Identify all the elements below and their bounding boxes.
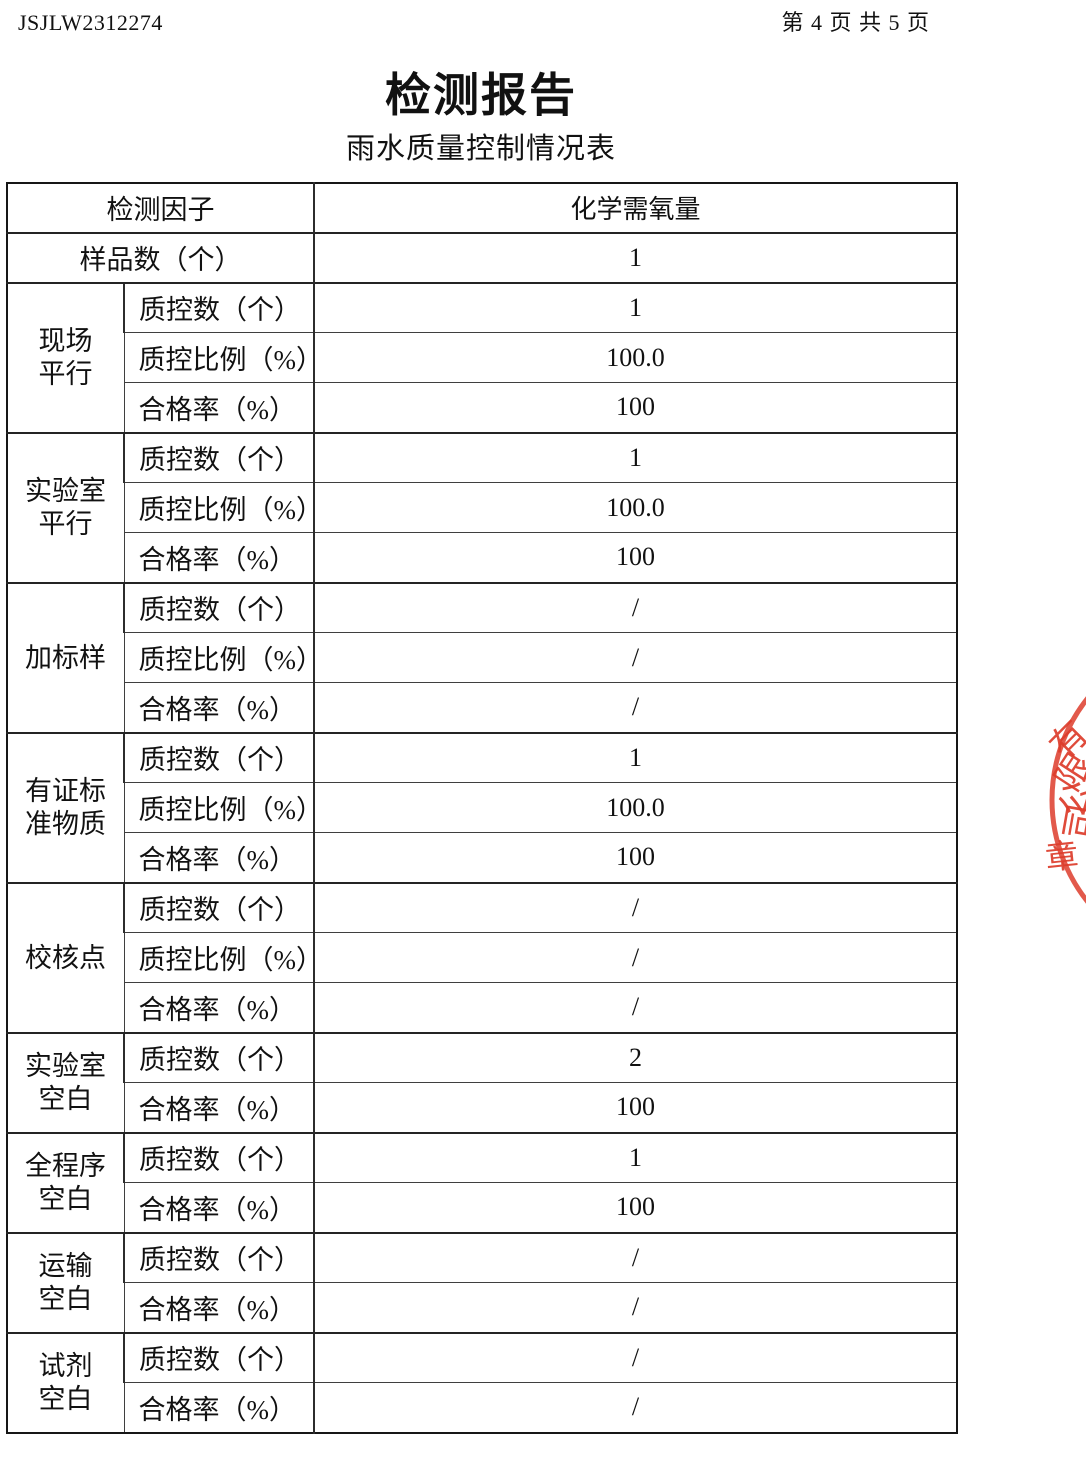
group-label-cell: 全程序 空白 xyxy=(6,1131,125,1234)
metric-value-cell: / xyxy=(313,982,958,1034)
metric-label-cell: 质控数（个） xyxy=(123,1131,315,1184)
table-row: 实验室 空白 质控数（个） 2 xyxy=(6,1031,958,1134)
metric-label-cell: 合格率（%） xyxy=(123,832,315,884)
table-row: 运输 空白 质控数（个） / xyxy=(6,1231,958,1334)
metric-label-cell: 质控数（个） xyxy=(123,731,315,784)
table-row: 合格率（%） 100 xyxy=(7,832,958,884)
metric-label-cell: 质控比例（%） xyxy=(123,482,315,534)
factor-label-cell: 检测因子 xyxy=(6,182,315,234)
metric-label-cell: 合格率（%） xyxy=(123,382,315,434)
metric-value-cell: / xyxy=(313,1331,958,1384)
group-label-cell: 有证标 准物质 xyxy=(6,731,125,884)
table-row-factor: 检测因子 化学需氧量 xyxy=(6,182,958,234)
metric-value-cell: / xyxy=(313,682,958,734)
metric-value-cell: / xyxy=(313,1282,958,1334)
metric-label-cell: 合格率（%） xyxy=(123,1282,315,1334)
table-caption: 雨水质量控制情况表 xyxy=(345,133,616,166)
metric-label-cell: 质控数（个） xyxy=(123,581,315,634)
metric-label-cell: 质控数（个） xyxy=(123,431,315,484)
doc-header: JSJLW2312274 第 4 页 共 5 页 xyxy=(0,0,1086,37)
factor-value-cell: 化学需氧量 xyxy=(313,182,958,234)
stamp-char: 司 xyxy=(1057,801,1086,843)
metric-label-cell: 质控数（个） xyxy=(123,1331,315,1384)
metric-value-cell: / xyxy=(313,881,958,934)
group-label-cell: 现场 平行 xyxy=(6,281,125,434)
metric-label-cell: 质控比例（%） xyxy=(123,782,315,834)
metric-value-cell: 1 xyxy=(313,731,958,784)
metric-value-cell: 100 xyxy=(313,382,958,434)
metric-label-cell: 合格率（%） xyxy=(123,1382,315,1434)
metric-label-cell: 质控比例（%） xyxy=(123,332,315,384)
group-label-cell: 试剂 空白 xyxy=(6,1331,125,1434)
report-number: JSJLW2312274 xyxy=(18,10,163,35)
metric-value-cell: 2 xyxy=(313,1031,958,1084)
metric-value-cell: 100 xyxy=(313,1082,958,1134)
metric-label-cell: 合格率（%） xyxy=(123,1082,315,1134)
sample-label-cell: 样品数（个） xyxy=(6,231,315,284)
metric-value-cell: / xyxy=(313,581,958,634)
metric-label-cell: 质控数（个） xyxy=(123,1031,315,1084)
group-label-cell: 实验室 空白 xyxy=(6,1031,125,1134)
metric-label-cell: 质控数（个） xyxy=(123,1231,315,1284)
metric-label-cell: 合格率（%） xyxy=(123,982,315,1034)
table-row: 合格率（%） 100 xyxy=(7,1182,958,1234)
table-row: 合格率（%） 100 xyxy=(7,382,958,434)
table-row: 质控比例（%） 100.0 xyxy=(7,482,958,534)
table-row: 合格率（%） / xyxy=(7,1382,958,1434)
table-row: 加标样 质控数（个） / xyxy=(6,581,958,734)
metric-value-cell: 100.0 xyxy=(313,332,958,384)
metric-value-cell: 1 xyxy=(313,431,958,484)
metric-value-cell: 1 xyxy=(313,281,958,334)
table-row: 有证标 准物质 质控数（个） 1 xyxy=(6,731,958,884)
sample-value-cell: 1 xyxy=(313,231,958,284)
metric-label-cell: 合格率（%） xyxy=(123,532,315,584)
stamp-circle-border xyxy=(1049,696,1086,904)
company-seal-stamp: 有 限 公 司 章 xyxy=(1042,696,1086,904)
metric-value-cell: 100 xyxy=(313,532,958,584)
table-row: 合格率（%） / xyxy=(7,982,958,1034)
table-row: 质控比例（%） 100.0 xyxy=(7,782,958,834)
table-row: 合格率（%） / xyxy=(7,1282,958,1334)
metric-value-cell: 100 xyxy=(313,832,958,884)
page-indicator: 第 4 页 共 5 页 xyxy=(781,10,930,35)
metric-value-cell: / xyxy=(313,932,958,984)
metric-value-cell: / xyxy=(313,1231,958,1284)
table-row: 合格率（%） 100 xyxy=(7,532,958,584)
table-row: 实验室 平行 质控数（个） 1 xyxy=(6,431,958,584)
metric-value-cell: / xyxy=(313,1382,958,1434)
table-row: 全程序 空白 质控数（个） 1 xyxy=(6,1131,958,1234)
table-row: 现场 平行 质控数（个） 1 xyxy=(6,281,958,434)
report-title: 检测报告 xyxy=(385,69,577,121)
group-label-cell: 实验室 平行 xyxy=(6,431,125,584)
metric-value-cell: 100 xyxy=(313,1182,958,1234)
group-label-cell: 运输 空白 xyxy=(6,1231,125,1334)
metric-label-cell: 质控数（个） xyxy=(123,881,315,934)
table-row: 校核点 质控数（个） / xyxy=(6,881,958,1034)
metric-value-cell: 1 xyxy=(313,1131,958,1184)
group-label-cell: 加标样 xyxy=(6,581,125,734)
table-row: 质控比例（%） 100.0 xyxy=(7,332,958,384)
table-row: 质控比例（%） / xyxy=(7,632,958,684)
stamp-char: 章 xyxy=(1044,837,1081,877)
metric-label-cell: 质控比例（%） xyxy=(123,632,315,684)
metric-value-cell: 100.0 xyxy=(313,482,958,534)
metric-label-cell: 质控比例（%） xyxy=(123,932,315,984)
group-label-cell: 校核点 xyxy=(6,881,125,1034)
table-row: 合格率（%） / xyxy=(7,682,958,734)
metric-label-cell: 合格率（%） xyxy=(123,1182,315,1234)
table-row-sample-count: 样品数（个） 1 xyxy=(6,231,958,284)
qc-table: 检测因子 化学需氧量 样品数（个） 1 现场 平行 质控数（个） 1 质控比例（… xyxy=(6,181,958,1434)
table-row: 合格率（%） 100 xyxy=(7,1082,958,1134)
metric-label-cell: 合格率（%） xyxy=(123,682,315,734)
metric-value-cell: / xyxy=(313,632,958,684)
metric-value-cell: 100.0 xyxy=(313,782,958,834)
table-row: 试剂 空白 质控数（个） / xyxy=(6,1331,958,1434)
metric-label-cell: 质控数（个） xyxy=(123,281,315,334)
table-row: 质控比例（%） / xyxy=(7,932,958,984)
